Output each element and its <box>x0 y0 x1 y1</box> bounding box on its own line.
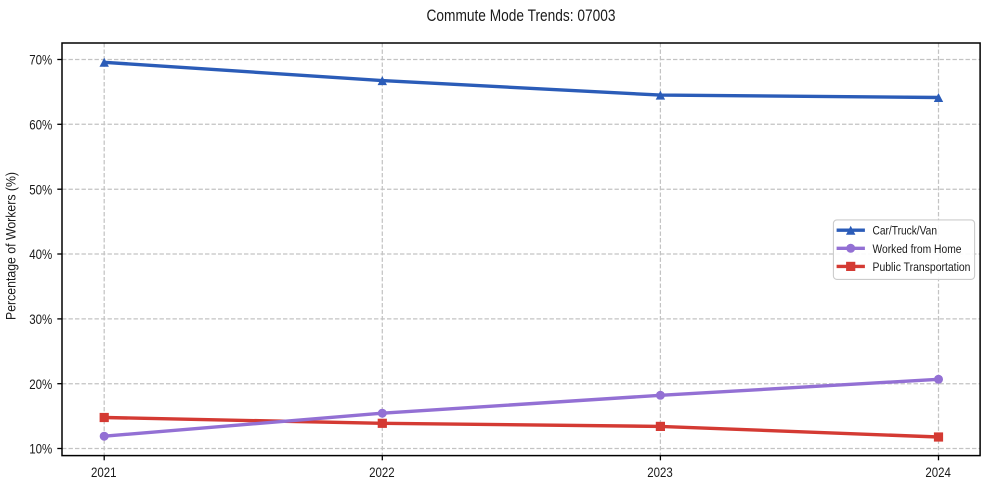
svg-text:70%: 70% <box>29 52 52 68</box>
svg-text:10%: 10% <box>29 441 52 457</box>
svg-text:Public Transportation: Public Transportation <box>873 260 971 274</box>
svg-text:Worked from Home: Worked from Home <box>873 242 962 256</box>
svg-text:2022: 2022 <box>369 464 395 480</box>
svg-text:20%: 20% <box>29 376 52 392</box>
svg-text:60%: 60% <box>29 117 52 133</box>
svg-text:50%: 50% <box>29 181 52 197</box>
svg-text:Commute Mode Trends: 07003: Commute Mode Trends: 07003 <box>427 6 616 25</box>
svg-text:Car/Truck/Van: Car/Truck/Van <box>873 224 938 238</box>
svg-text:2024: 2024 <box>925 464 951 480</box>
svg-text:40%: 40% <box>29 246 52 262</box>
svg-text:Percentage of Workers (%): Percentage of Workers (%) <box>3 172 19 320</box>
svg-text:2021: 2021 <box>91 464 117 480</box>
svg-text:30%: 30% <box>29 311 52 327</box>
svg-text:2023: 2023 <box>647 464 673 480</box>
